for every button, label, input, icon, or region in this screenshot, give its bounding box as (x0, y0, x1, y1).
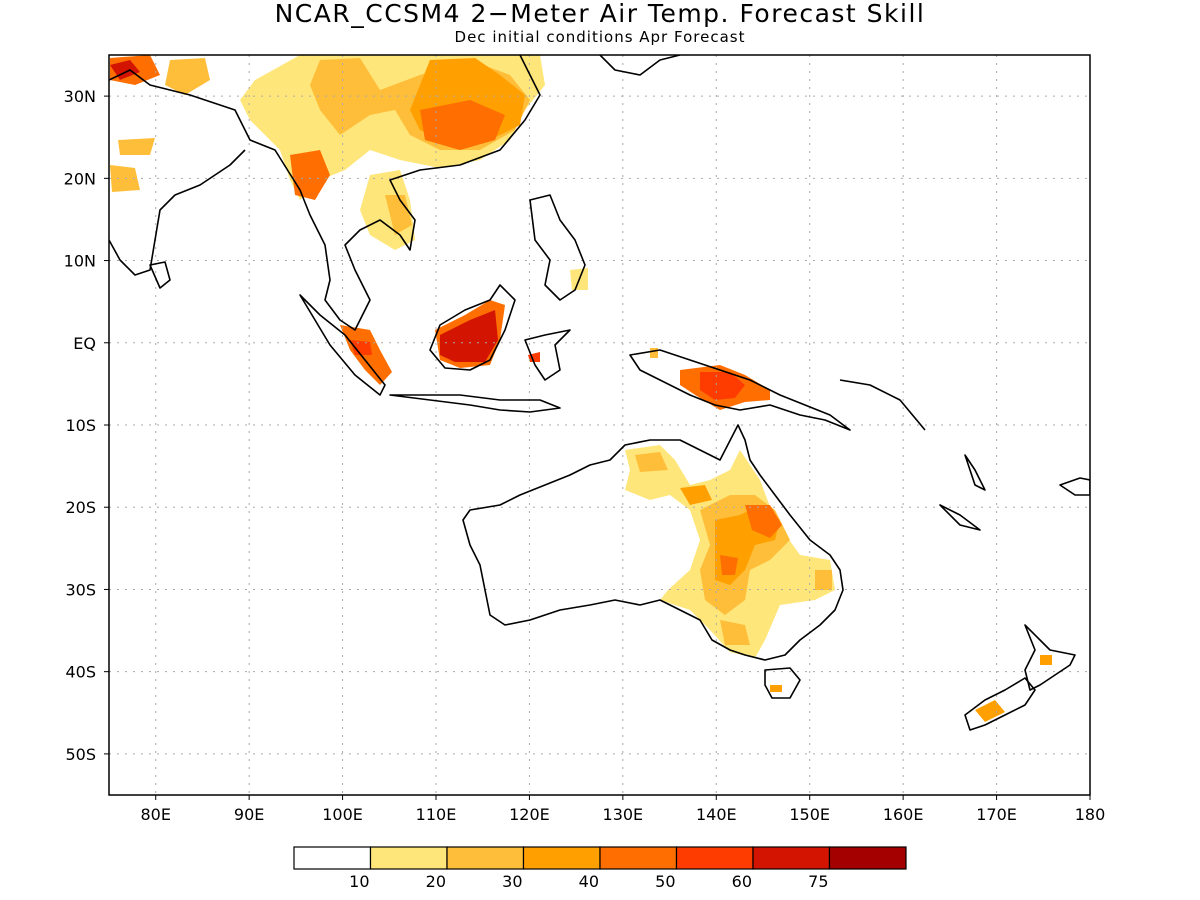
colorbar: 10 20 30 40 50 60 75 (293, 846, 907, 891)
colorbar-swatch (752, 846, 831, 870)
colorbar-label: 50 (655, 872, 675, 891)
colorbar-label: 60 (732, 872, 752, 891)
colorbar-swatch (599, 846, 678, 870)
longitude-axis: 80E 90E 100E 110E 120E 130E 140E 150E 160E 170E 18… (140, 795, 1105, 824)
map-gridlines (109, 55, 1090, 795)
lon-tick-label: 170E (976, 805, 1017, 824)
lat-tick-label: 20S (65, 498, 96, 517)
lon-tick-label: 80E (140, 805, 170, 824)
lat-tick-label: 50S (65, 745, 96, 764)
lon-tick-label: 180 (1075, 805, 1106, 824)
lat-tick-label: 30S (65, 580, 96, 599)
lon-tick-label: 110E (416, 805, 457, 824)
colorbar-label: 40 (579, 872, 599, 891)
lat-tick-label: 10S (65, 416, 96, 435)
coastlines (109, 55, 1090, 731)
lat-tick-label: 40S (65, 663, 96, 682)
colorbar-swatch (369, 846, 448, 870)
lon-tick-label: 130E (603, 805, 644, 824)
colorbar-swatch (293, 846, 372, 870)
colorbar-label: 10 (349, 872, 369, 891)
map-title: NCAR_CCSM4 2−Meter Air Temp. Forecast Sk… (274, 0, 926, 28)
colorbar-label: 30 (502, 872, 522, 891)
colorbar-label: 75 (808, 872, 828, 891)
lon-tick-label: 140E (696, 805, 737, 824)
lat-tick-label: 30N (64, 87, 96, 106)
lon-tick-label: 150E (789, 805, 830, 824)
colorbar-swatch (446, 846, 525, 870)
lat-tick-label: 10N (64, 252, 96, 271)
colorbar-swatch (522, 846, 601, 870)
lat-tick-label: 20N (64, 169, 96, 188)
lon-tick-label: 100E (322, 805, 363, 824)
lon-tick-label: 160E (883, 805, 924, 824)
colorbar-swatch (828, 846, 907, 870)
lat-tick-label: EQ (73, 334, 96, 353)
latitude-axis: 30N 20N 10N EQ 10S 20S 30S 40S 50S (64, 87, 109, 764)
lon-tick-label: 90E (234, 805, 264, 824)
map-subtitle: Dec initial conditions Apr Forecast (454, 28, 746, 46)
colorbar-swatch (675, 846, 754, 870)
colorbar-label: 20 (426, 872, 446, 891)
skill-shading (110, 55, 1052, 722)
lon-tick-label: 120E (509, 805, 550, 824)
